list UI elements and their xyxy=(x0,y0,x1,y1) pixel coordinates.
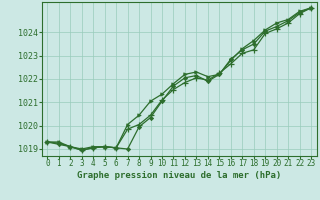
X-axis label: Graphe pression niveau de la mer (hPa): Graphe pression niveau de la mer (hPa) xyxy=(77,171,281,180)
